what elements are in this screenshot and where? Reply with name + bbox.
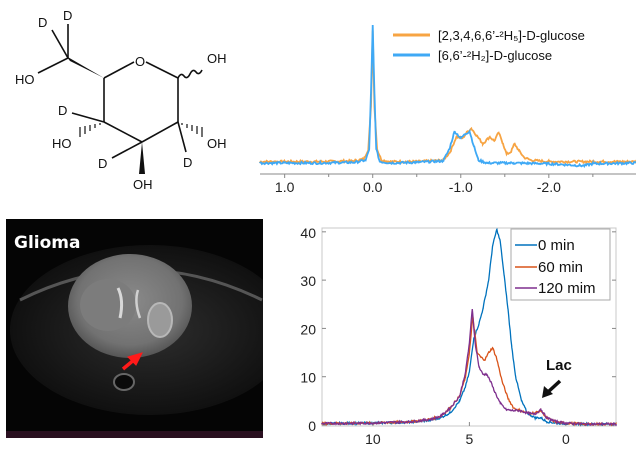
- bond: [103, 61, 135, 79]
- legend-label: 120 mim: [538, 280, 596, 297]
- bond: [71, 112, 105, 123]
- y-tick-label: 0: [308, 418, 316, 434]
- atom-label: HO: [15, 72, 35, 87]
- y-tick-label: 40: [300, 225, 316, 241]
- atom-label: HO: [52, 136, 72, 151]
- atom-label: D: [98, 156, 107, 171]
- x-tick-label: -1.0: [449, 179, 473, 195]
- mri-label: Glioma: [14, 233, 80, 253]
- x-tick-label: 0.0: [363, 179, 383, 195]
- wedge-bond: [139, 142, 145, 174]
- atom-label: OH: [133, 177, 153, 192]
- series-line-0: [259, 30, 636, 165]
- hashed-bond: [79, 123, 101, 137]
- atom-label: D: [183, 155, 192, 170]
- bond: [111, 141, 143, 159]
- atom-label: O: [135, 54, 145, 69]
- x-tick-label: 0: [562, 431, 570, 447]
- atom-label: D: [58, 103, 67, 118]
- atom-label: OH: [207, 136, 227, 151]
- bond: [37, 57, 69, 74]
- legend: [2,3,4,6,6’-²H₅]-D-glucose [6,6’-²H₂]-D-…: [393, 28, 585, 63]
- bond: [51, 29, 69, 59]
- annotation-lac: Lac: [546, 357, 572, 374]
- x-tick-label: -2.0: [537, 179, 561, 195]
- bond: [145, 61, 179, 79]
- x-tick-label: 5: [465, 431, 473, 447]
- atom-label: OH: [207, 51, 227, 66]
- glucose-structure: D D HO O OH D HO OH D D OH: [15, 8, 227, 192]
- wedge-bond: [66, 56, 104, 78]
- series-line-2: [321, 309, 617, 427]
- bond: [103, 121, 143, 143]
- legend-label: [2,3,4,6,6’-²H₅]-D-glucose: [438, 28, 585, 43]
- hashed-bond: [181, 123, 203, 137]
- legend: 0 min 60 min 120 mim: [510, 228, 611, 301]
- red-arrow-icon: [121, 352, 143, 371]
- legend-label: [6,6’-²H₂]-D-glucose: [438, 48, 552, 63]
- arrow-icon: [542, 379, 562, 398]
- y-tick-label: 10: [300, 370, 316, 386]
- wavy-bond: [177, 69, 203, 79]
- bond: [177, 121, 187, 153]
- y-tick-label: 30: [300, 273, 316, 289]
- x-tick-label: 1.0: [275, 179, 295, 195]
- series-line-1: [259, 24, 636, 169]
- y-tick-label: 20: [300, 321, 316, 337]
- atom-label: D: [63, 8, 72, 23]
- legend-label: 60 min: [538, 259, 583, 276]
- x-tick-label: 10: [365, 431, 381, 447]
- legend-label: 0 min: [538, 237, 575, 254]
- mri-brain-image: Glioma: [6, 219, 263, 438]
- atom-label: D: [38, 15, 47, 30]
- bond: [141, 121, 179, 143]
